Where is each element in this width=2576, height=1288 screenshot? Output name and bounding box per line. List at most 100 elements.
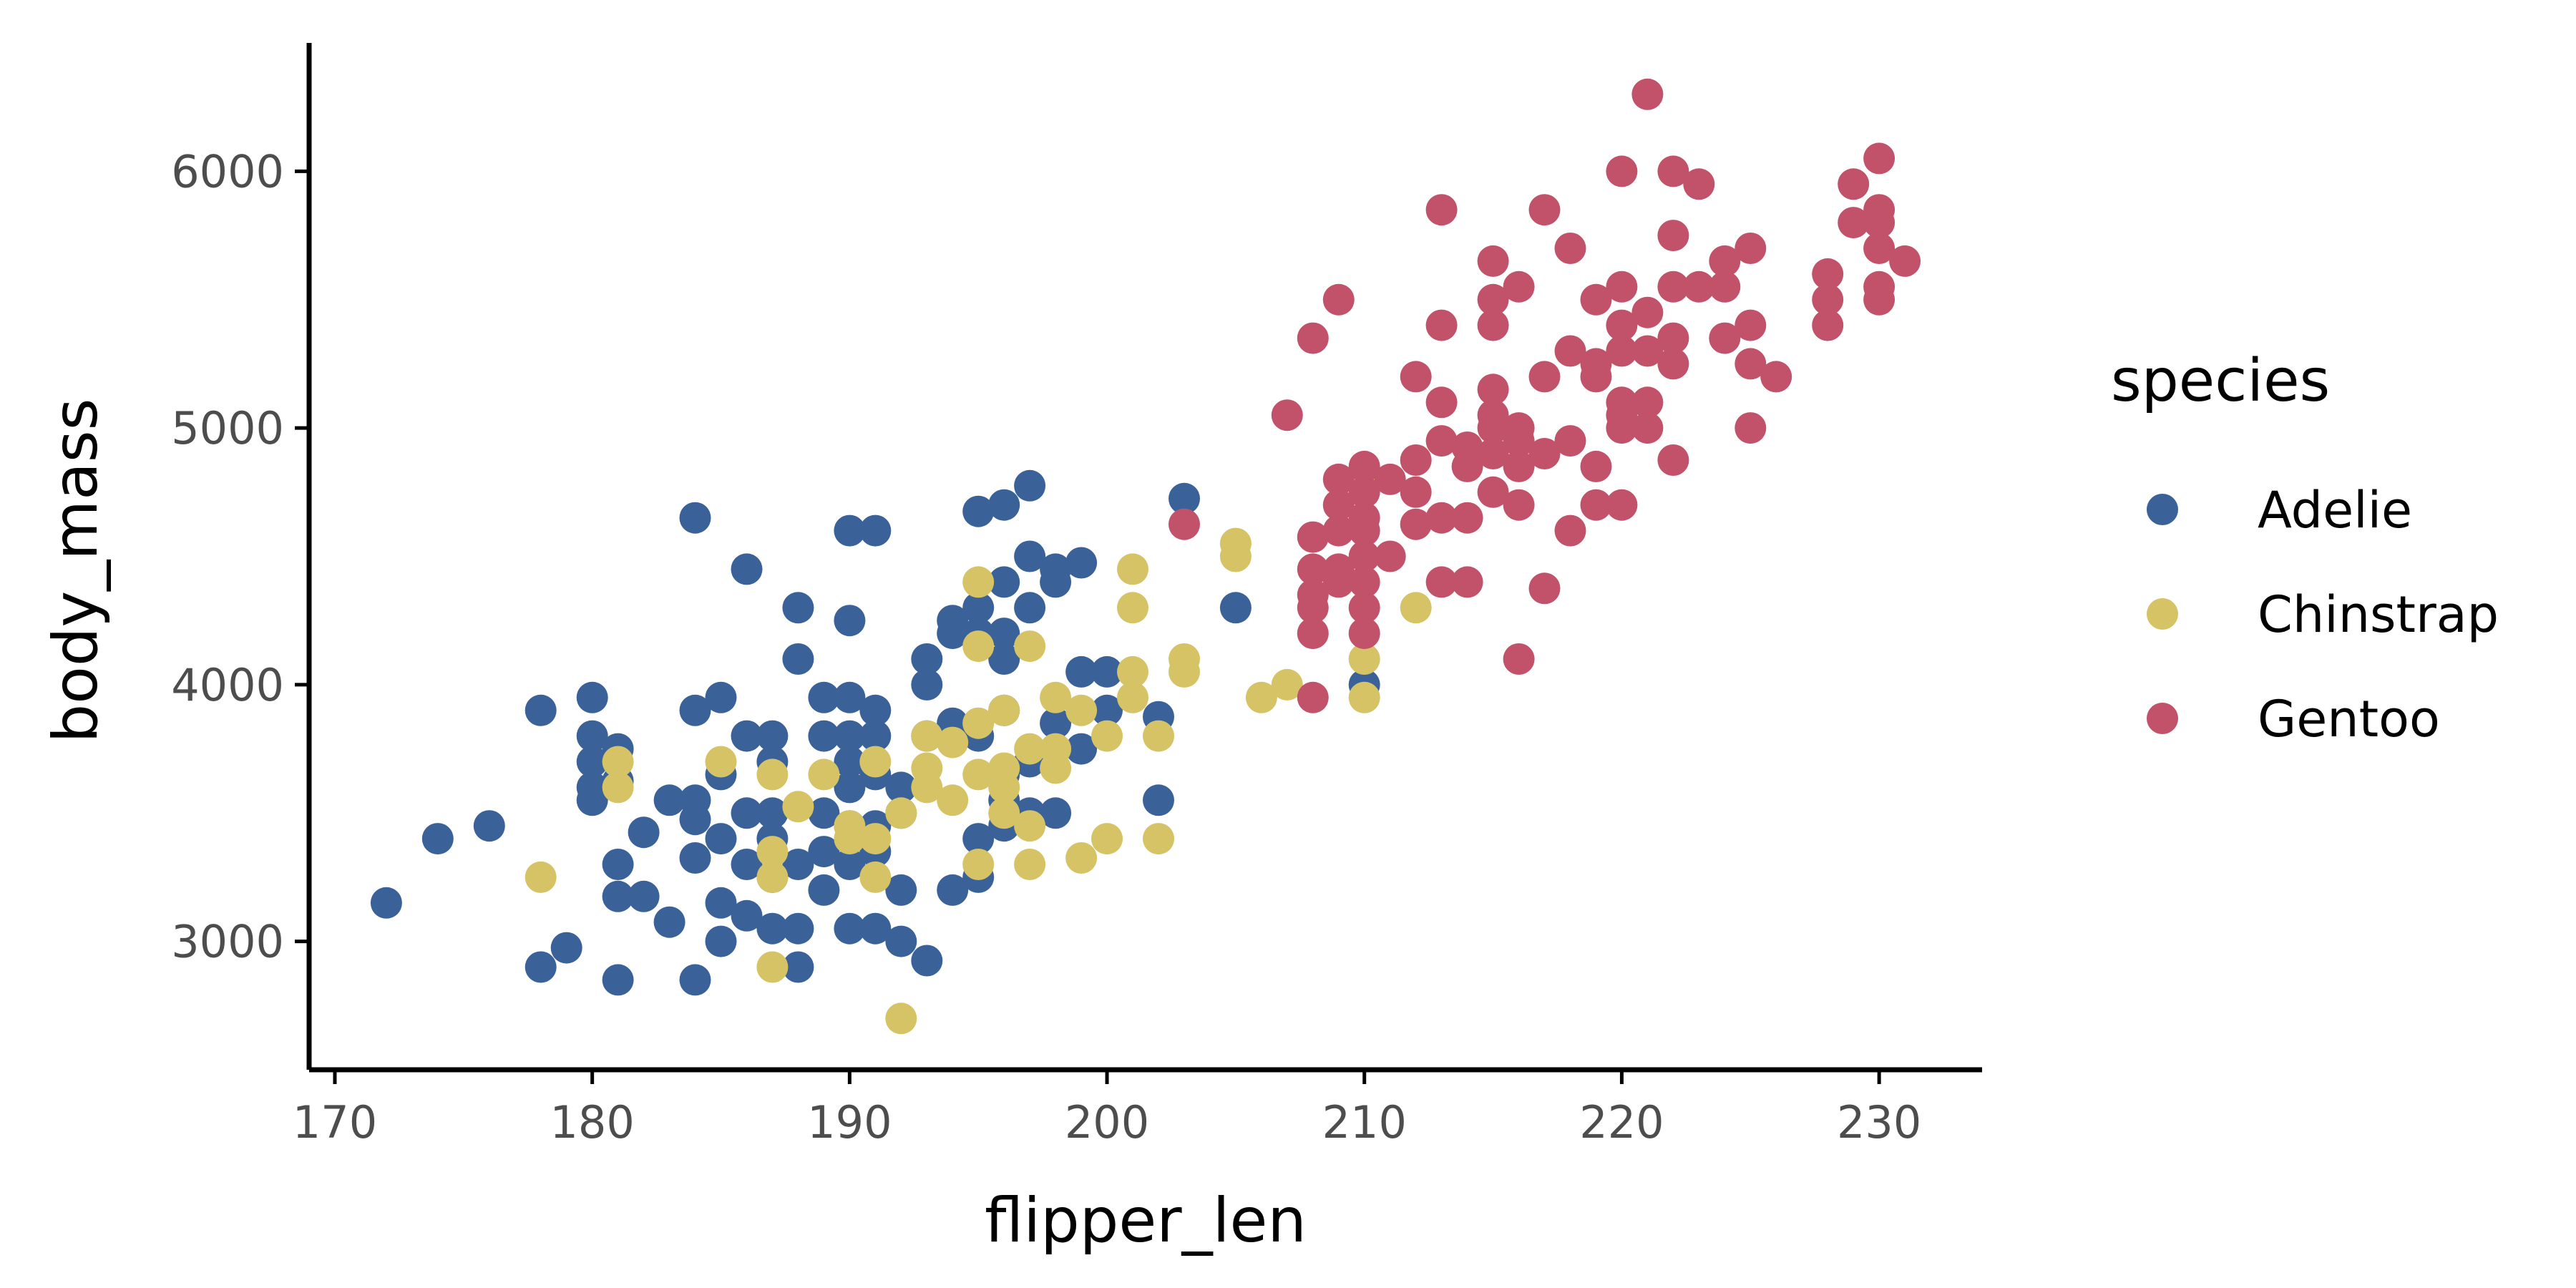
- point-gentoo: [1735, 412, 1767, 444]
- point-adelie: [834, 720, 866, 752]
- point-gentoo: [1425, 309, 1458, 341]
- point-adelie: [782, 912, 814, 945]
- point-adelie: [679, 842, 711, 874]
- point-gentoo: [1657, 348, 1689, 380]
- point-adelie: [602, 880, 634, 912]
- point-adelie: [1143, 784, 1174, 816]
- point-adelie: [628, 880, 660, 912]
- point-adelie: [756, 912, 789, 945]
- point-gentoo: [1528, 438, 1561, 469]
- point-gentoo: [1580, 450, 1612, 482]
- point-gentoo: [1709, 322, 1741, 354]
- point-adelie: [1091, 694, 1123, 726]
- point-gentoo: [1503, 643, 1535, 675]
- point-gentoo: [1348, 566, 1380, 598]
- legend-item-adelie: Adelie: [2147, 481, 2412, 540]
- y-axis-title: body_mass: [40, 399, 112, 743]
- point-adelie: [782, 592, 814, 624]
- point-chinstrap: [1169, 655, 1200, 688]
- point-gentoo: [1631, 412, 1664, 444]
- point-adelie: [602, 964, 634, 996]
- point-chinstrap: [808, 758, 840, 791]
- point-adelie: [1219, 592, 1252, 624]
- point-chinstrap: [1117, 681, 1148, 713]
- point-chinstrap: [1117, 553, 1148, 585]
- point-gentoo: [1580, 489, 1612, 521]
- x-tick-label: 170: [293, 1096, 377, 1148]
- point-gentoo: [1889, 245, 1921, 277]
- point-gentoo: [1425, 425, 1458, 457]
- point-adelie: [1040, 797, 1072, 829]
- point-adelie: [962, 495, 995, 527]
- point-chinstrap: [962, 758, 995, 791]
- point-chinstrap: [962, 630, 995, 663]
- point-gentoo: [1709, 245, 1741, 277]
- point-gentoo: [1503, 425, 1535, 457]
- point-adelie: [1014, 540, 1046, 572]
- point-gentoo: [1838, 207, 1870, 239]
- x-tick-label: 180: [550, 1096, 634, 1148]
- point-adelie: [679, 804, 711, 836]
- point-gentoo: [1812, 309, 1844, 341]
- legend-swatch: [2147, 703, 2178, 734]
- point-gentoo: [1477, 374, 1509, 406]
- point-chinstrap: [1040, 752, 1072, 784]
- point-gentoo: [1503, 489, 1535, 521]
- point-gentoo: [1683, 168, 1715, 200]
- point-gentoo: [1425, 194, 1458, 226]
- point-adelie: [988, 566, 1020, 598]
- point-gentoo: [1863, 142, 1896, 175]
- x-tick-label: 210: [1322, 1096, 1407, 1148]
- point-gentoo: [1322, 283, 1355, 316]
- point-gentoo: [1580, 361, 1612, 393]
- point-adelie: [525, 694, 557, 726]
- point-adelie: [576, 720, 608, 752]
- point-adelie: [653, 784, 686, 816]
- point-adelie: [756, 797, 789, 829]
- point-gentoo: [1863, 283, 1896, 316]
- point-adelie: [1091, 655, 1123, 688]
- point-chinstrap: [1065, 694, 1098, 726]
- point-gentoo: [1425, 502, 1458, 534]
- point-adelie: [885, 925, 917, 957]
- point-chinstrap: [911, 771, 943, 804]
- point-gentoo: [1580, 283, 1612, 316]
- point-gentoo: [1297, 681, 1329, 713]
- point-chinstrap: [705, 746, 737, 778]
- point-gentoo: [1400, 476, 1432, 508]
- point-chinstrap: [962, 707, 995, 739]
- y-tick-label: 5000: [171, 402, 284, 454]
- point-chinstrap: [756, 836, 789, 868]
- point-adelie: [1014, 469, 1046, 502]
- point-chinstrap: [1245, 681, 1277, 713]
- point-adelie: [911, 668, 943, 701]
- point-adelie: [1040, 566, 1072, 598]
- point-gentoo: [1348, 450, 1380, 482]
- point-adelie: [808, 720, 840, 752]
- point-adelie: [1040, 707, 1072, 739]
- point-gentoo: [1812, 258, 1844, 290]
- point-gentoo: [1735, 233, 1767, 264]
- point-gentoo: [1528, 572, 1561, 605]
- point-gentoo: [1297, 521, 1329, 553]
- point-adelie: [731, 797, 763, 829]
- point-adelie: [834, 746, 866, 778]
- point-adelie: [705, 823, 737, 855]
- point-gentoo: [1606, 309, 1638, 341]
- point-gentoo: [1631, 335, 1664, 367]
- point-gentoo: [1554, 233, 1586, 264]
- point-adelie: [988, 618, 1020, 650]
- point-chinstrap: [1014, 630, 1046, 663]
- point-chinstrap: [1014, 733, 1046, 765]
- point-gentoo: [1554, 425, 1586, 457]
- point-adelie: [1065, 733, 1098, 765]
- point-gentoo: [1760, 361, 1792, 393]
- point-gentoo: [1709, 270, 1741, 303]
- point-gentoo: [1657, 322, 1689, 354]
- point-gentoo: [1322, 489, 1355, 521]
- point-adelie: [679, 964, 711, 996]
- point-chinstrap: [988, 797, 1020, 829]
- point-chinstrap: [756, 758, 789, 791]
- point-adelie: [859, 694, 892, 726]
- x-tick-label: 230: [1837, 1096, 1921, 1148]
